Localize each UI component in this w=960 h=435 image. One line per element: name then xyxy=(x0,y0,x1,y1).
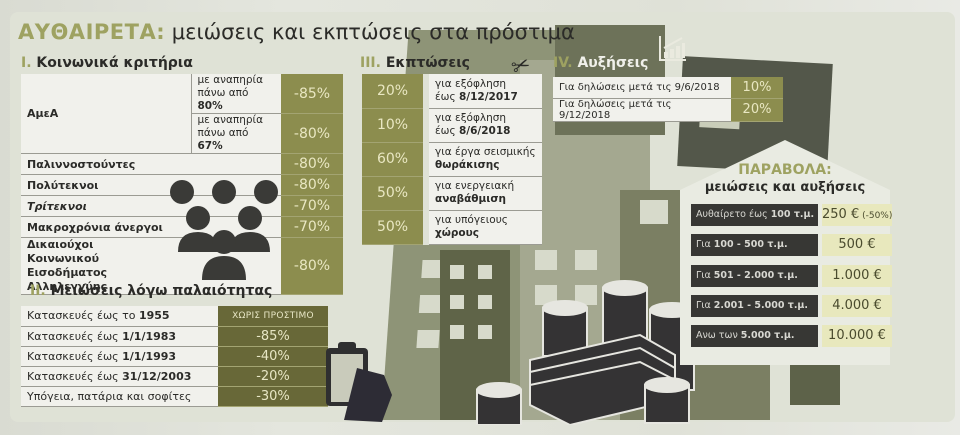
percent-value: 20% xyxy=(731,98,783,122)
table-row: ΑμεΑ με αναπηρία πάνω από 80% -85% xyxy=(21,74,343,154)
parabola-fees-house: ΠΑΡΑΒΟΛΑ: μειώσεις και αυξήσεις Αυθαίρετ… xyxy=(680,140,892,365)
building-illustration xyxy=(440,250,510,420)
fee-label: Για 100 - 500 τ.μ. xyxy=(691,234,818,256)
table-row: Παλιννοστούντες -80% xyxy=(21,153,343,175)
percent-value: -80% xyxy=(281,153,343,175)
percent-value: -85% xyxy=(218,326,328,347)
percent-value: -40% xyxy=(218,346,328,367)
table-row: Κατασκευές έως 31/12/2003 -20% xyxy=(21,366,328,387)
section-heading-social-criteria: I. Κοινωνικά κριτήρια xyxy=(21,55,193,71)
percent-value: 10% xyxy=(362,108,429,143)
section-heading-discounts: III. Εκπτώσεις xyxy=(360,55,470,71)
table-row: Κατασκευές έως το 1955 ΧΩΡΙΣ ΠΡΟΣΤΙΜΟ xyxy=(21,306,328,327)
table-row: Δικαιούχοι Κοινωνικού Εισοδήματος Αλληλε… xyxy=(21,237,343,295)
parabola-subtitle: μειώσεις και αυξήσεις xyxy=(704,180,866,195)
percent-value: -30% xyxy=(218,386,328,407)
title-rest: μειώσεις και εκπτώσεις στα πρόστιμα xyxy=(165,20,575,44)
table-row: Για δηλώσεις μετά τις 9/12/2018 20% xyxy=(553,98,783,122)
fee-label: Για 2.001 - 5.000 τ.μ. xyxy=(691,295,818,317)
title-keyword: ΑΥΘΑΙΡΕΤΑ: xyxy=(18,20,166,44)
table-row: Κατασκευές έως 1/1/1983 -85% xyxy=(21,326,328,347)
row-label: Κατασκευές έως 31/12/2003 xyxy=(21,366,218,387)
coin-stacks-icon xyxy=(476,280,695,425)
table-row: Για δηλώσεις μετά τις 9/6/2018 10% xyxy=(553,77,783,99)
fee-row: Ανω των 5.000 τ.μ. 10.000 € xyxy=(691,325,892,347)
percent-value: -70% xyxy=(281,216,343,238)
row-label: Παλιννοστούντες xyxy=(21,153,281,175)
row-label: Για δηλώσεις μετά τις 9/12/2018 xyxy=(553,98,731,122)
row-label: για εξόφληση έως 8/12/2017 xyxy=(426,74,542,109)
fee-row: Για 2.001 - 5.000 τ.μ. 4.000 € xyxy=(691,295,892,317)
percent-value: -85% xyxy=(281,74,343,114)
row-label: Μακροχρόνια άνεργοι xyxy=(21,216,281,238)
percent-value: -80% xyxy=(281,237,343,295)
fee-value: 10.000 € xyxy=(822,325,892,347)
percent-value: 60% xyxy=(362,142,429,177)
table-row: Μακροχρόνια άνεργοι -70% xyxy=(21,216,343,238)
age-reductions-table: Κατασκευές έως το 1955 ΧΩΡΙΣ ΠΡΟΣΤΙΜΟ Κα… xyxy=(21,306,328,407)
row-label: για εξόφληση έως 8/6/2018 xyxy=(426,108,542,143)
row-label: Κατασκευές έως 1/1/1983 xyxy=(21,326,218,347)
table-row: Υπόγεια, πατάρια και σοφίτες -30% xyxy=(21,386,328,407)
people-group-icon xyxy=(170,180,278,280)
fee-label: Για 501 - 2.000 τ.μ. xyxy=(691,265,818,287)
table-row: 20% για εξόφληση έως 8/12/2017 xyxy=(362,74,542,109)
fee-label: Αυθαίρετο έως 100 τ.μ. xyxy=(691,204,818,226)
fee-row: Αυθαίρετο έως 100 τ.μ. 250 € (-50%) xyxy=(691,204,892,226)
fee-label: Ανω των 5.000 τ.μ. xyxy=(691,325,818,347)
percent-value: -80% xyxy=(281,113,343,154)
percent-value: 50% xyxy=(362,210,429,245)
row-label: Υπόγεια, πατάρια και σοφίτες xyxy=(21,386,218,407)
value-no-fine: ΧΩΡΙΣ ΠΡΟΣΤΙΜΟ xyxy=(218,306,328,327)
fee-row: Για 501 - 2.000 τ.μ. 1.000 € xyxy=(691,265,892,287)
bar-chart-growth-icon xyxy=(659,36,686,61)
row-label: Κατασκευές έως το 1955 xyxy=(21,306,218,327)
row-sub-label: με αναπηρία πάνω από 67% xyxy=(190,113,281,154)
clipboard-icon xyxy=(326,342,392,422)
page-title: ΑΥΘΑΙΡΕΤΑ: μειώσεις και εκπτώσεις στα πρ… xyxy=(18,20,575,44)
table-row: 50% για ενεργειακή αναβάθμιση xyxy=(362,176,542,211)
fee-value: 4.000 € xyxy=(822,295,892,317)
percent-value: 20% xyxy=(362,74,429,109)
percent-value: 10% xyxy=(731,77,783,99)
table-row: 50% για υπόγειους χώρους xyxy=(362,210,542,245)
fee-value: 1.000 € xyxy=(822,265,892,287)
row-label: Για δηλώσεις μετά τις 9/6/2018 xyxy=(553,77,731,99)
increases-table: Για δηλώσεις μετά τις 9/6/2018 10% Για δ… xyxy=(553,77,783,122)
percent-value: 50% xyxy=(362,176,429,211)
fee-value: 250 € (-50%) xyxy=(822,204,892,226)
percent-value: -70% xyxy=(281,195,343,217)
row-label: για έργα σεισμικής θωράκισης xyxy=(426,142,542,177)
percent-value: -20% xyxy=(218,366,328,387)
row-sub-label: με αναπηρία πάνω από 80% xyxy=(190,74,281,114)
section-heading-age-reductions: II. Μειώσεις λόγω παλαιότητας xyxy=(30,283,273,299)
row-label: Κατασκευές έως 1/1/1993 xyxy=(21,346,218,367)
social-criteria-table: ΑμεΑ με αναπηρία πάνω από 80% -85% με αν… xyxy=(21,74,343,295)
house-roof xyxy=(680,140,890,190)
fee-row: Για 100 - 500 τ.μ. 500 € xyxy=(691,234,892,256)
table-row: 60% για έργα σεισμικής θωράκισης xyxy=(362,142,542,177)
parabola-title: ΠΑΡΑΒΟΛΑ: xyxy=(738,162,832,178)
row-label: ΑμεΑ xyxy=(21,74,191,154)
fee-value: 500 € xyxy=(822,234,892,256)
discounts-table: 20% για εξόφληση έως 8/12/2017 10% για εξ… xyxy=(362,74,542,245)
table-row: με αναπηρία πάνω από 67% -80% xyxy=(21,113,343,154)
percent-value: -80% xyxy=(281,174,343,196)
table-row: Κατασκευές έως 1/1/1993 -40% xyxy=(21,346,328,367)
row-label: για ενεργειακή αναβάθμιση xyxy=(426,176,542,211)
section-heading-increases: IV. Αυξήσεις xyxy=(553,55,649,71)
row-label: για υπόγειους χώρους xyxy=(426,210,542,245)
table-row: 10% για εξόφληση έως 8/6/2018 xyxy=(362,108,542,143)
